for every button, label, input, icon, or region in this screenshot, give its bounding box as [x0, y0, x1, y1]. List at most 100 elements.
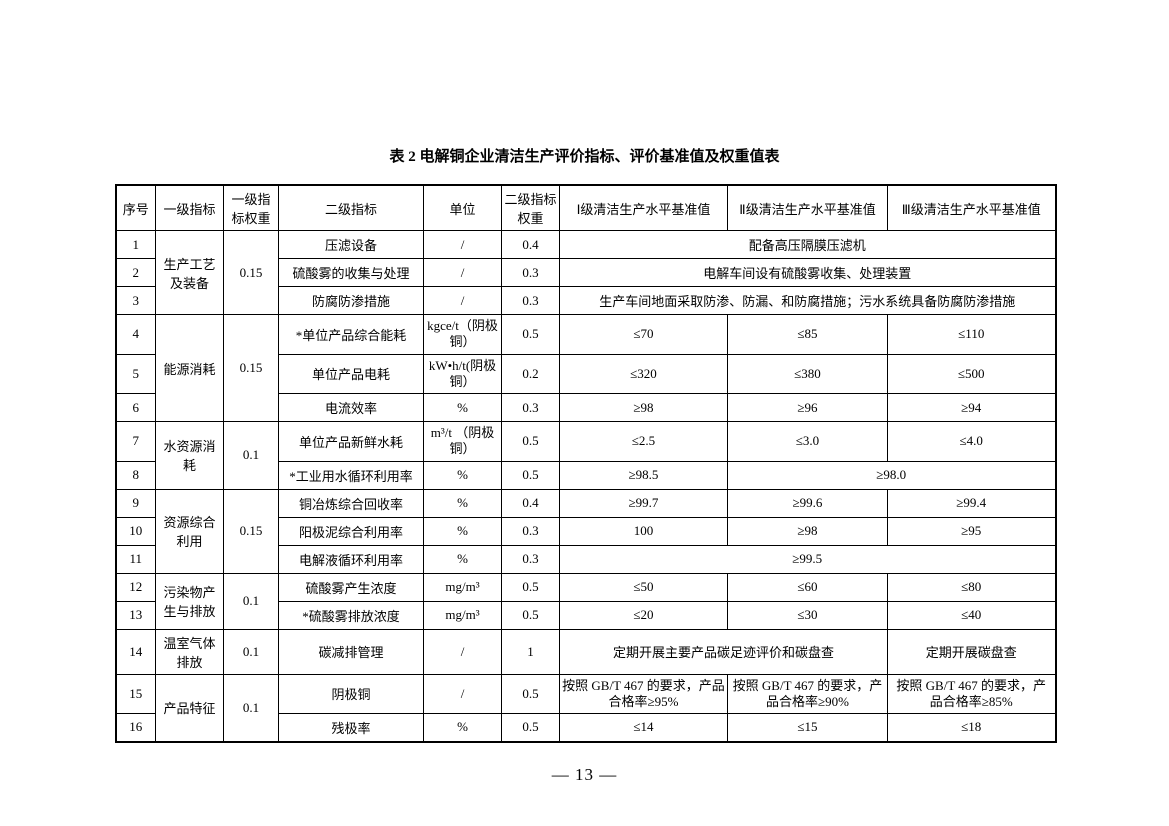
cell-b1: ≤70: [560, 315, 728, 355]
hdr-l1: 一级指标: [156, 185, 224, 231]
cell-seq: 15: [116, 674, 156, 714]
cell-seq: 13: [116, 601, 156, 629]
cell-b3: ≥99.4: [888, 489, 1056, 517]
page-number: — 13 —: [0, 765, 1169, 785]
cell-l1w: 0.15: [224, 231, 279, 315]
cell-unit: /: [424, 629, 502, 674]
cell-unit: /: [424, 259, 502, 287]
cell-l1: 水资源消耗: [156, 422, 224, 490]
hdr-l2: 二级指标: [279, 185, 424, 231]
cell-l2: 阳极泥综合利用率: [279, 517, 424, 545]
cell-b1: ≤2.5: [560, 422, 728, 462]
cell-b1: ≤20: [560, 601, 728, 629]
cell-unit: /: [424, 674, 502, 714]
cell-l2w: 0.3: [502, 394, 560, 422]
cell-l2w: 0.5: [502, 315, 560, 355]
cell-l2w: 0.3: [502, 517, 560, 545]
cell-merged23: ≥98.0: [728, 461, 1056, 489]
cell-b2: 按照 GB/T 467 的要求，产品合格率≥90%: [728, 674, 888, 714]
cell-l2: 单位产品新鲜水耗: [279, 422, 424, 462]
cell-b2: ≤30: [728, 601, 888, 629]
cell-l2: 硫酸雾产生浓度: [279, 573, 424, 601]
cell-b3: ≤110: [888, 315, 1056, 355]
cell-b3: ≤40: [888, 601, 1056, 629]
cell-merged: ≥99.5: [560, 545, 1056, 573]
cell-seq: 9: [116, 489, 156, 517]
cell-l2w: 0.2: [502, 354, 560, 394]
table-title: 表 2 电解铜企业清洁生产评价指标、评价基准值及权重值表: [0, 145, 1169, 166]
cell-l1: 能源消耗: [156, 315, 224, 422]
cell-l2: *工业用水循环利用率: [279, 461, 424, 489]
cell-l2: 电流效率: [279, 394, 424, 422]
cell-b3: ≥94: [888, 394, 1056, 422]
cell-l1w: 0.1: [224, 629, 279, 674]
hdr-unit: 单位: [424, 185, 502, 231]
cell-l1w: 0.15: [224, 315, 279, 422]
cell-l2: 电解液循环利用率: [279, 545, 424, 573]
cell-l2w: 0.5: [502, 461, 560, 489]
cell-l1: 产品特征: [156, 674, 224, 742]
cell-unit: /: [424, 287, 502, 315]
table-row: 14温室气体排放0.1碳减排管理/1定期开展主要产品碳足迹评价和碳盘查定期开展碳…: [116, 629, 1056, 674]
cell-b3: ≥95: [888, 517, 1056, 545]
cell-merged: 配备高压隔膜压滤机: [560, 231, 1056, 259]
cell-seq: 11: [116, 545, 156, 573]
cell-b1: 100: [560, 517, 728, 545]
cell-l1w: 0.1: [224, 573, 279, 629]
cell-l2: 碳减排管理: [279, 629, 424, 674]
cell-l2: 单位产品电耗: [279, 354, 424, 394]
cell-seq: 5: [116, 354, 156, 394]
hdr-l2w: 二级指标权重: [502, 185, 560, 231]
cell-l2: *单位产品综合能耗: [279, 315, 424, 355]
cell-l2w: 0.3: [502, 545, 560, 573]
cell-seq: 12: [116, 573, 156, 601]
cell-unit: kgce/t（阴极铜）: [424, 315, 502, 355]
cell-l2w: 0.5: [502, 674, 560, 714]
hdr-seq: 序号: [116, 185, 156, 231]
cell-l2w: 0.3: [502, 287, 560, 315]
cell-l2: *硫酸雾排放浓度: [279, 601, 424, 629]
cell-b3: 定期开展碳盘查: [888, 629, 1056, 674]
cell-l1w: 0.1: [224, 674, 279, 742]
table-row: 9资源综合利用0.15铜冶炼综合回收率%0.4≥99.7≥99.6≥99.4: [116, 489, 1056, 517]
hdr-b2: Ⅱ级清洁生产水平基准值: [728, 185, 888, 231]
cell-b2: ≥96: [728, 394, 888, 422]
cell-seq: 10: [116, 517, 156, 545]
cell-b2: ≤3.0: [728, 422, 888, 462]
cell-b3: ≤4.0: [888, 422, 1056, 462]
table-row: 7水资源消耗0.1单位产品新鲜水耗m³/t （阴极铜）0.5≤2.5≤3.0≤4…: [116, 422, 1056, 462]
hdr-l1w: 一级指标权重: [224, 185, 279, 231]
cell-unit: %: [424, 489, 502, 517]
cell-l2w: 0.4: [502, 489, 560, 517]
cell-l2w: 0.5: [502, 601, 560, 629]
cell-l2: 阴极铜: [279, 674, 424, 714]
cell-l1: 生产工艺及装备: [156, 231, 224, 315]
cell-b1: 按照 GB/T 467 的要求，产品合格率≥95%: [560, 674, 728, 714]
cell-b2: ≤85: [728, 315, 888, 355]
cell-unit: mg/m³: [424, 573, 502, 601]
cell-seq: 4: [116, 315, 156, 355]
cell-b2: ≤15: [728, 714, 888, 742]
cell-b3: ≤18: [888, 714, 1056, 742]
cell-l2w: 0.3: [502, 259, 560, 287]
table-row: 1生产工艺及装备0.15压滤设备/0.4配备高压隔膜压滤机: [116, 231, 1056, 259]
cell-seq: 14: [116, 629, 156, 674]
cell-b2: ≥99.6: [728, 489, 888, 517]
cell-b2: ≥98: [728, 517, 888, 545]
cell-seq: 1: [116, 231, 156, 259]
cell-seq: 16: [116, 714, 156, 742]
cell-unit: %: [424, 461, 502, 489]
cell-seq: 8: [116, 461, 156, 489]
header-row: 序号 一级指标 一级指标权重 二级指标 单位 二级指标权重 Ⅰ级清洁生产水平基准…: [116, 185, 1056, 231]
cell-b1: ≥98.5: [560, 461, 728, 489]
cell-l1: 资源综合利用: [156, 489, 224, 573]
table-row: 12污染物产生与排放0.1硫酸雾产生浓度mg/m³0.5≤50≤60≤80: [116, 573, 1056, 601]
cell-b3: 按照 GB/T 467 的要求，产品合格率≥85%: [888, 674, 1056, 714]
cell-l2: 压滤设备: [279, 231, 424, 259]
cell-seq: 3: [116, 287, 156, 315]
cell-l2w: 0.4: [502, 231, 560, 259]
cell-b3: ≤80: [888, 573, 1056, 601]
cell-b1: ≤50: [560, 573, 728, 601]
table-row: 15产品特征0.1阴极铜/0.5按照 GB/T 467 的要求，产品合格率≥95…: [116, 674, 1056, 714]
table-row: 4能源消耗0.15*单位产品综合能耗kgce/t（阴极铜）0.5≤70≤85≤1…: [116, 315, 1056, 355]
